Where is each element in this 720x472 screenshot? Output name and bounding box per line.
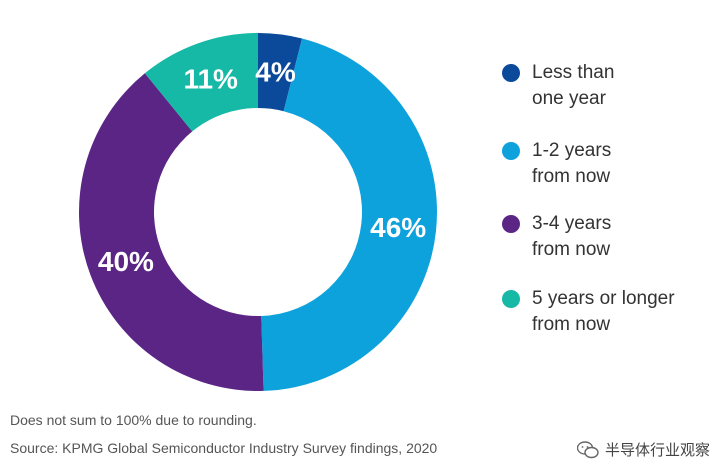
slice-value-label: 46% xyxy=(370,212,426,243)
slice-value-label: 4% xyxy=(255,57,296,88)
donut-slice-labels: 4% 46% 40% 11% xyxy=(98,57,426,277)
legend-item-1-2-years: 1-2 years from now xyxy=(502,138,712,190)
legend-swatch xyxy=(502,142,520,160)
slice-value-label: 40% xyxy=(98,246,154,277)
footnote: Does not sum to 100% due to rounding. xyxy=(10,412,257,428)
legend-label: 3-4 years from now xyxy=(532,213,612,260)
donut-slice-4 xyxy=(144,33,258,132)
legend-swatch xyxy=(502,290,520,308)
donut-slice-3 xyxy=(78,73,264,392)
legend-label: 1-2 years from now xyxy=(532,140,612,187)
donut-slices xyxy=(78,33,438,392)
legend-label: Less than one year xyxy=(532,62,615,109)
wechat-icon xyxy=(576,440,599,458)
legend-item-5-years-or-longer: 5 years or longer from now xyxy=(502,286,712,338)
slice-value-label: 11% xyxy=(183,64,238,95)
legend-swatch xyxy=(502,215,520,233)
watermark: 半导体行业观察 xyxy=(576,439,710,460)
legend-swatch xyxy=(502,64,520,82)
legend-item-3-4-years: 3-4 years from now xyxy=(502,211,712,263)
legend-label: 5 years or longer from now xyxy=(532,288,675,335)
donut-slice-1 xyxy=(258,33,303,112)
watermark-text: 半导体行业观察 xyxy=(604,441,710,459)
legend-item-less-than-one-year: Less than one year xyxy=(502,60,712,112)
donut-slice-2 xyxy=(261,38,438,391)
source-note: Source: KPMG Global Semiconductor Indust… xyxy=(10,440,438,456)
